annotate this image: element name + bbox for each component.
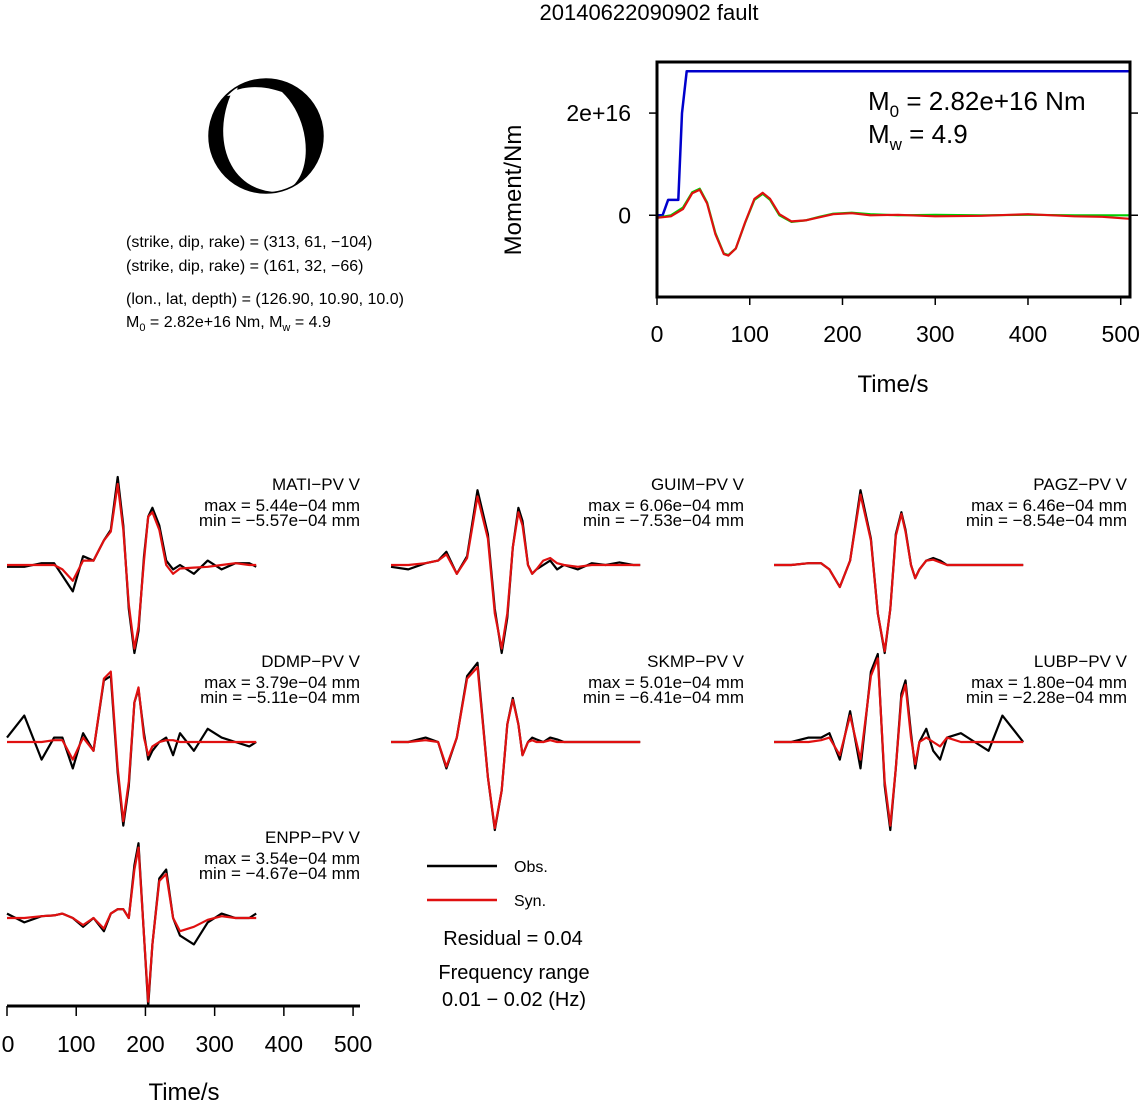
moment-magnitude-line: M0 = 2.82e+16 Nm, Mw = 4.9 [126,314,331,334]
synthetic-trace [391,495,641,650]
moment-x-tick-label: 400 [1009,321,1047,347]
synthetic-trace [774,657,1024,827]
waveform-x-axis-label: Time/s [148,1079,219,1103]
mechanism-info: (strike, dip, rake) = (313, 61, −104) (s… [126,234,404,334]
trace-min-label: min = −2.28e−04 mm [966,688,1127,707]
moment-x-tick-label: 200 [823,321,861,347]
waveform-x-axis: 0 100 200 300 400 500 [2,1004,372,1057]
moment-annotation-m0: M0 = 2.82e+16 Nm [868,86,1086,121]
waveform-x-tick-label: 200 [126,1031,164,1057]
moment-x-tick-label: 0 [651,321,664,347]
residual-text: Residual = 0.04 [443,928,583,950]
synthetic-trace [7,670,257,823]
waveform-x-tick-label: 500 [334,1031,372,1057]
moment-axes: 0 100 200 300 400 500 0 2e+16 [566,100,1140,347]
waveform-x-tick-label: 100 [57,1031,95,1057]
waveform-x-tick-label: 400 [265,1031,303,1057]
moment-x-tick-label: 100 [731,321,769,347]
page-title: 20140622090902 fault [540,0,759,25]
moment-y-tick-label: 2e+16 [566,100,631,126]
moment-x-tick-label: 300 [916,321,954,347]
moment-series-group [657,69,1130,257]
beachball-icon [208,78,324,194]
trace-max-label: max = 1.80e−04 mm [971,673,1127,692]
nodal-plane-1: (strike, dip, rake) = (313, 61, −104) [126,234,372,251]
trace-min-label: min = −7.53e−04 mm [583,511,744,530]
trace-max-label: max = 6.06e−04 mm [588,496,744,515]
synthetic-trace [391,666,641,830]
synthetic-trace [7,482,257,650]
station-label: MATI−PV V [272,475,361,494]
trace-max-label: max = 5.44e−04 mm [204,496,360,515]
waveform-x-tick-label: 300 [195,1031,233,1057]
moment-x-tick-label: 500 [1102,321,1140,347]
trace-min-label: min = −4.67e−04 mm [199,864,360,883]
frequency-range-value: 0.01 − 0.02 (Hz) [442,989,586,1011]
moment-y-axis-label: Moment/Nm [500,125,527,256]
trace-min-label: min = −6.41e−04 mm [583,688,744,707]
waveform-x-tick-label: 0 [2,1031,15,1057]
station-label: SKMP−PV V [647,652,745,671]
moment-series-0 [657,69,1130,217]
station-label: GUIM−PV V [651,475,745,494]
trace-max-label: max = 3.54e−04 mm [204,849,360,868]
legend: Obs. Syn. [427,859,548,910]
nodal-plane-2: (strike, dip, rake) = (161, 32, −66) [126,258,363,275]
moment-x-axis-label: Time/s [857,371,928,398]
moment-series-1 [657,187,1130,257]
synthetic-trace [774,493,1024,653]
synthetic-trace [7,846,257,1003]
station-label: PAGZ−PV V [1033,475,1127,494]
moment-annotation-mw: Mw = 4.9 [868,119,968,154]
trace-max-label: max = 5.01e−04 mm [588,673,744,692]
station-label: DDMP−PV V [261,652,360,671]
location-depth: (lon., lat, depth) = (126.90, 10.90, 10.… [126,291,404,308]
moment-y-tick-label: 0 [618,202,631,228]
trace-min-label: min = −5.57e−04 mm [199,511,360,530]
trace-min-label: min = −8.54e−04 mm [966,511,1127,530]
moment-series-2 [657,188,1130,257]
moment-plot-frame [655,60,1132,299]
frequency-range-title: Frequency range [438,962,589,984]
legend-obs-label: Obs. [514,859,548,876]
trace-min-label: min = −5.11e−04 mm [200,688,360,707]
legend-syn-label: Syn. [514,893,546,910]
trace-max-label: max = 3.79e−04 mm [204,673,360,692]
station-label: LUBP−PV V [1034,652,1128,671]
trace-max-label: max = 6.46e−04 mm [971,496,1127,515]
station-label: ENPP−PV V [265,828,361,847]
